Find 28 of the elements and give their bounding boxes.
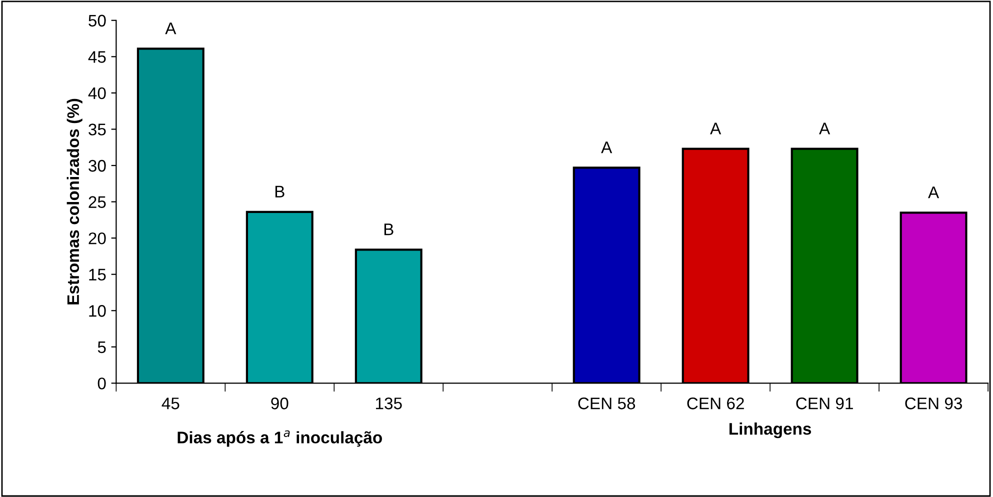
x-tick-label: 45 bbox=[162, 398, 180, 410]
data-label: A bbox=[819, 122, 830, 134]
x-tick-label: CEN 91 bbox=[796, 398, 853, 410]
x-tick-label: CEN 93 bbox=[905, 398, 962, 410]
x-tick-label: CEN 62 bbox=[687, 398, 744, 410]
data-label: A bbox=[710, 122, 722, 134]
y-tick-label: 5 bbox=[98, 341, 106, 354]
y-tick-label: 40 bbox=[88, 87, 106, 100]
y-tick-label: 45 bbox=[88, 51, 106, 63]
data-label: B bbox=[275, 186, 284, 198]
text: Linhagens bbox=[730, 422, 812, 438]
y-tick-label: 35 bbox=[88, 124, 106, 136]
y-tick-label: 50 bbox=[88, 14, 106, 27]
y-tick-label: 10 bbox=[89, 305, 106, 317]
x-tick-label: 90 bbox=[271, 398, 288, 410]
y-tick-label: 30 bbox=[88, 160, 106, 172]
x-tick-label: CEN 58 bbox=[578, 398, 636, 410]
y-axis-title: Estromas colonizados (%) bbox=[66, 98, 82, 304]
data-label: A bbox=[165, 22, 176, 34]
x-axis-title: Dias após a 1$^{a}$ inoculação bbox=[178, 430, 382, 447]
data-label: A bbox=[928, 186, 940, 198]
y-tick-label: 25 bbox=[88, 196, 106, 208]
data-label: B bbox=[384, 224, 394, 236]
y-tick-label: 20 bbox=[88, 232, 106, 244]
data-label: A bbox=[601, 142, 612, 154]
y-tick-label: 15 bbox=[89, 268, 106, 281]
x-tick-label: 135 bbox=[376, 398, 402, 410]
y-tick-label: 0 bbox=[98, 378, 106, 390]
